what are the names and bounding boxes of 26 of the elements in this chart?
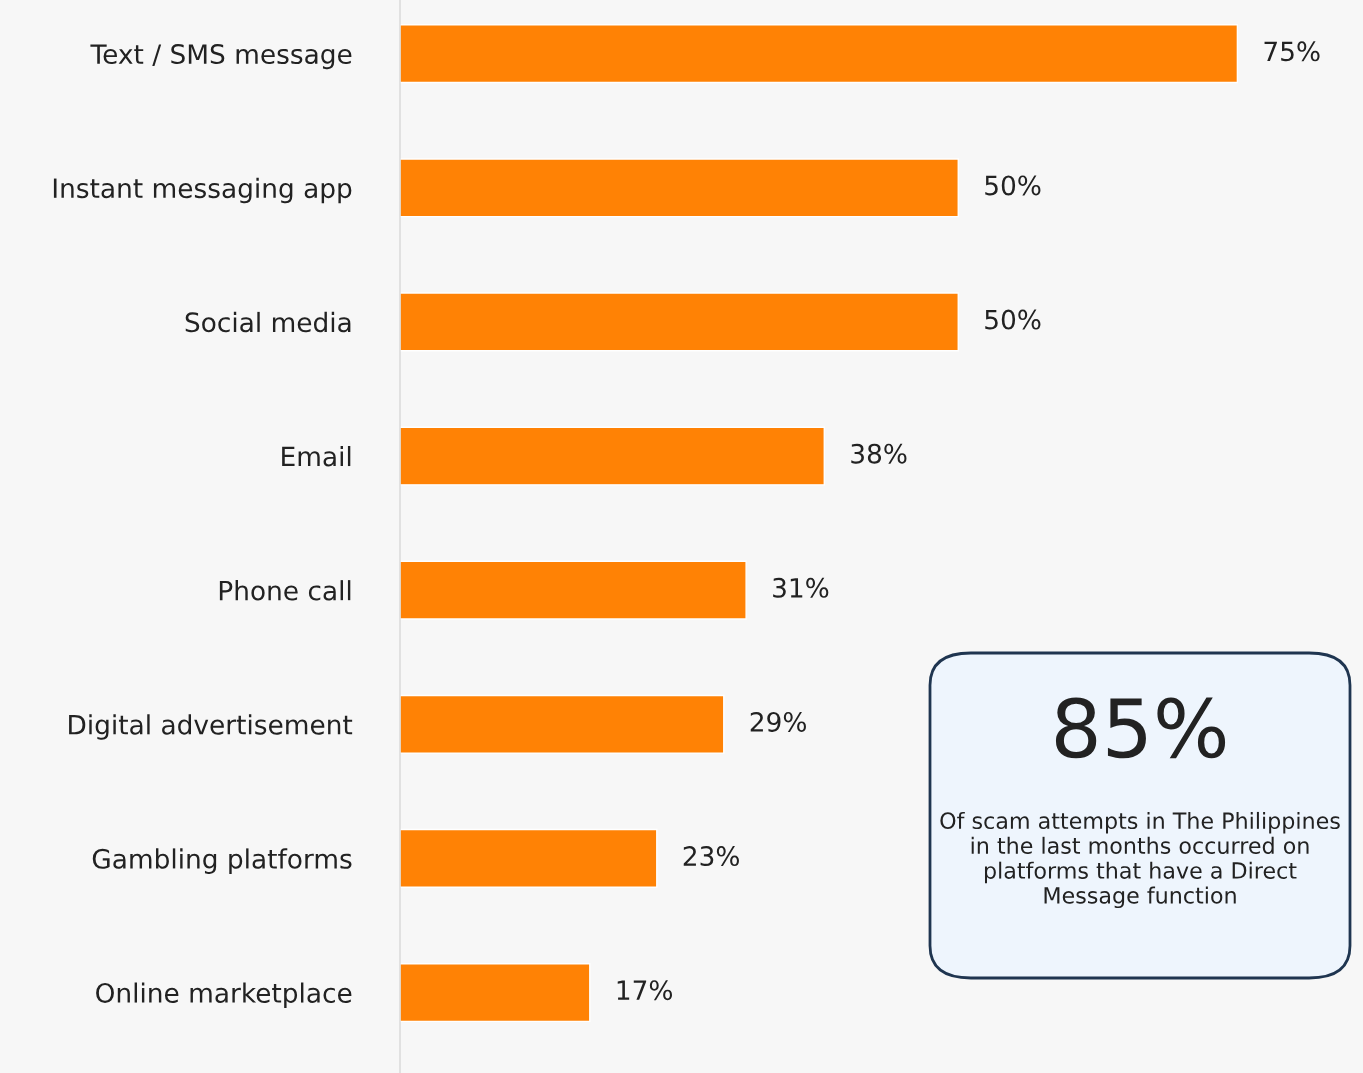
- bar: [400, 560, 747, 620]
- y-tick-label: Email: [282, 446, 351, 467]
- bar: [400, 962, 591, 1023]
- y-tick-label: Digital advertisement: [69, 714, 353, 740]
- bar: [400, 158, 959, 218]
- annotation: 85%: [1055, 697, 1226, 759]
- y-tick-label: Text / SMS message: [90, 44, 352, 70]
- data-label: 17%: [617, 980, 673, 1001]
- y-tick-label: Instant messaging app: [53, 177, 352, 204]
- bar: [400, 694, 725, 754]
- bar: [400, 24, 1239, 84]
- data-label: 29%: [750, 711, 806, 732]
- y-tick-label: Online marketplace: [96, 982, 352, 1009]
- data-label: 50%: [985, 309, 1041, 330]
- bar: [400, 426, 825, 486]
- bar: [400, 292, 959, 352]
- y-tick-label: Phone call: [219, 580, 351, 601]
- data-label: 38%: [851, 443, 907, 464]
- data-label: 31%: [773, 577, 829, 598]
- bar: [400, 828, 658, 888]
- data-label: 50%: [985, 175, 1041, 196]
- y-tick-label: Social media: [185, 311, 351, 333]
- data-label: 75%: [1264, 41, 1320, 62]
- annotation: Of scam attempts in The Philippines in the last months occurred on platforms that have a Direct Message function: [940, 811, 1340, 909]
- y-tick-label: Gambling platforms: [92, 848, 352, 874]
- data-label: 23%: [683, 846, 739, 867]
